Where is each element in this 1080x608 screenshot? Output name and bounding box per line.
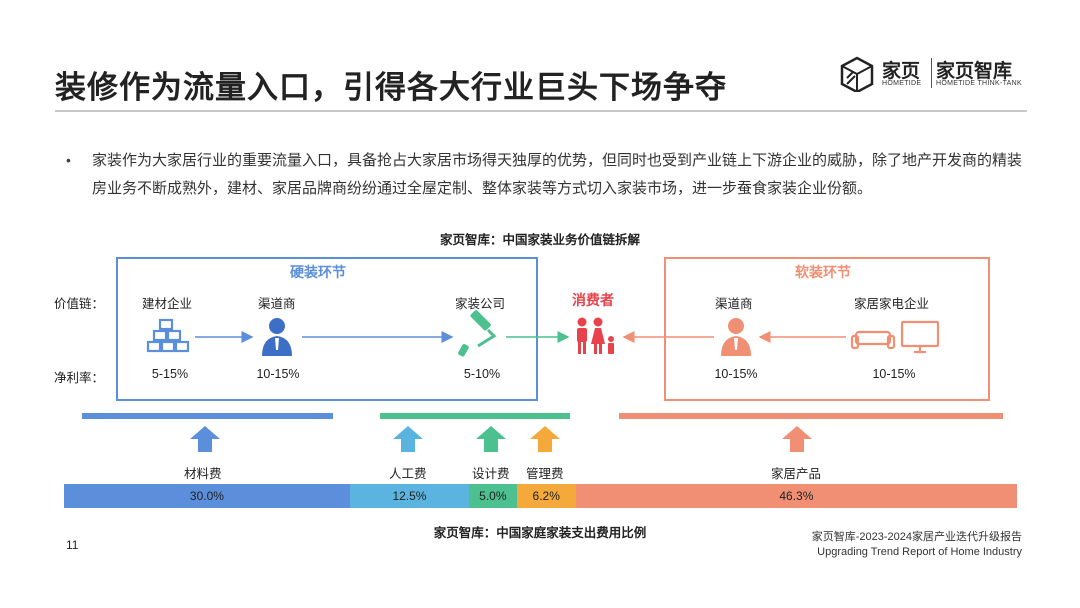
group-bar-service bbox=[380, 413, 570, 419]
category-label-furniture: 家居产品 bbox=[771, 467, 822, 481]
stacked-bar-segment: 30.0% bbox=[64, 484, 350, 508]
person-icon bbox=[721, 318, 751, 356]
bullet-text: 家装作为大家居行业的重要流量入口，具备抢占大家居市场得天独厚的优势，但同时也受到… bbox=[92, 152, 1023, 197]
report-footer: 家页智库-2023-2024家居产业迭代升级报告 Upgrading Trend… bbox=[812, 530, 1022, 560]
consumer-label: 消费者 bbox=[572, 292, 614, 308]
category-label-design: 设计费 bbox=[472, 467, 510, 481]
node-label-furniture-appliance: 家居家电企业 bbox=[854, 297, 930, 311]
up-arrow-icon bbox=[393, 426, 423, 452]
category-label-labor: 人工费 bbox=[389, 467, 427, 481]
logo-brand-sub: HOMETIDE bbox=[882, 80, 922, 87]
sofa-tv-icon bbox=[850, 320, 940, 354]
logo-brand: 家页 bbox=[882, 61, 921, 82]
title-divider bbox=[55, 110, 1027, 112]
node-label-building-materials: 建材企业 bbox=[142, 297, 193, 311]
margin-channel-hard: 10-15% bbox=[256, 367, 300, 381]
hard-section-box bbox=[116, 257, 538, 401]
node-label-channel-soft: 渠道商 bbox=[715, 297, 753, 311]
category-label-management: 管理费 bbox=[526, 467, 564, 481]
up-arrow-icon bbox=[782, 426, 812, 452]
soft-section-box bbox=[664, 257, 990, 401]
stacked-bar-segment: 6.2% bbox=[516, 484, 576, 508]
group-bar-soft bbox=[619, 413, 1003, 419]
family-icon bbox=[577, 317, 614, 354]
person-icon bbox=[262, 318, 292, 356]
up-arrow-icon bbox=[530, 426, 560, 452]
stacked-bar-segment: 5.0% bbox=[469, 484, 517, 508]
category-label-materials: 材料费 bbox=[184, 467, 222, 481]
page-number: 11 bbox=[66, 538, 79, 552]
node-label-decoration-company: 家装公司 bbox=[455, 297, 506, 311]
margin-furniture-appliance: 10-15% bbox=[872, 367, 916, 381]
hard-section-label: 硬装环节 bbox=[290, 264, 346, 280]
node-label-channel-hard: 渠道商 bbox=[258, 297, 296, 311]
bullet-marker: • bbox=[66, 152, 71, 168]
bricks-icon bbox=[146, 318, 190, 353]
logo-mark-icon bbox=[840, 56, 874, 92]
up-arrow-icon bbox=[190, 426, 220, 452]
soft-section-label: 软装环节 bbox=[795, 264, 851, 280]
logo-separator bbox=[931, 58, 932, 88]
report-title-cn: 家页智库-2023-2024家居产业迭代升级报告 bbox=[811, 531, 1022, 543]
logo: 家页 HOMETIDE 家页智库 HOMETIDE THINK-TANK bbox=[838, 52, 1028, 94]
margin-decoration-company: 5-10% bbox=[463, 367, 501, 381]
margin-building-materials: 5-15% bbox=[151, 367, 189, 381]
logo-brand2-sub: HOMETIDE THINK-TANK bbox=[936, 80, 1022, 87]
diagram-title: 家页智库：中国家装业务价值链拆解 bbox=[439, 233, 640, 247]
stacked-bar-segment: 12.5% bbox=[349, 484, 470, 508]
margin-channel-soft: 10-15% bbox=[714, 367, 758, 381]
page-title: 装修作为流量入口，引得各大行业巨头下场争夺 bbox=[55, 70, 727, 105]
net-margin-label: 净利率： bbox=[54, 371, 105, 385]
value-chain-label: 价值链： bbox=[54, 297, 105, 311]
report-title-en: Upgrading Trend Report of Home Industry bbox=[817, 546, 1022, 558]
group-bar-hard bbox=[82, 413, 333, 419]
stacked-bar-segment: 46.3% bbox=[575, 484, 1017, 508]
up-arrow-icon bbox=[476, 426, 506, 452]
logo-brand2: 家页智库 bbox=[936, 61, 1013, 82]
paint-roller-icon bbox=[458, 310, 497, 357]
chart-title: 家页智库：中国家庭家装支出费用比例 bbox=[433, 526, 647, 540]
